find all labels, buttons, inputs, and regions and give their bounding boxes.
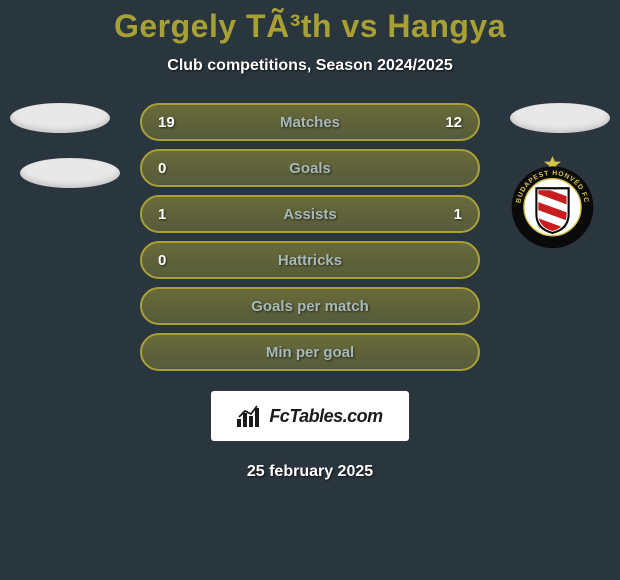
stat-label: Min per goal bbox=[266, 344, 354, 361]
stat-left-value: 0 bbox=[158, 252, 182, 269]
stat-label: Matches bbox=[280, 114, 340, 131]
club-logo-placeholder-left-1 bbox=[10, 103, 110, 133]
stat-row-min-per-goal: Min per goal bbox=[140, 333, 480, 371]
stat-label: Hattricks bbox=[278, 252, 342, 269]
stats-area: BUDAPEST HONVÉD FC KISPEST bbox=[0, 103, 620, 481]
stat-row-goals-per-match: Goals per match bbox=[140, 287, 480, 325]
date-label: 25 february 2025 bbox=[247, 463, 373, 481]
stat-row-hattricks: 0 Hattricks bbox=[140, 241, 480, 279]
club-logo-placeholder-right-1 bbox=[510, 103, 610, 133]
page-title: Gergely TÃ³th vs Hangya bbox=[114, 8, 506, 45]
stat-row-assists: 1 Assists 1 bbox=[140, 195, 480, 233]
stat-left-value: 0 bbox=[158, 160, 182, 177]
stat-label: Goals per match bbox=[251, 298, 369, 315]
stat-label: Assists bbox=[283, 206, 336, 223]
club-crest-honved: BUDAPEST HONVÉD FC KISPEST bbox=[505, 155, 600, 250]
club-logo-placeholder-left-2 bbox=[20, 158, 120, 188]
stat-right-value: 1 bbox=[438, 206, 462, 223]
watermark-badge: FcTables.com bbox=[211, 391, 409, 441]
bar-chart-icon bbox=[237, 405, 263, 427]
page-subtitle: Club competitions, Season 2024/2025 bbox=[167, 57, 452, 75]
watermark-text: FcTables.com bbox=[269, 406, 382, 427]
stat-row-goals: 0 Goals bbox=[140, 149, 480, 187]
stat-row-matches: 19 Matches 12 bbox=[140, 103, 480, 141]
stat-right-value: 12 bbox=[438, 114, 462, 131]
stat-label: Goals bbox=[289, 160, 331, 177]
stat-left-value: 1 bbox=[158, 206, 182, 223]
stat-left-value: 19 bbox=[158, 114, 182, 131]
